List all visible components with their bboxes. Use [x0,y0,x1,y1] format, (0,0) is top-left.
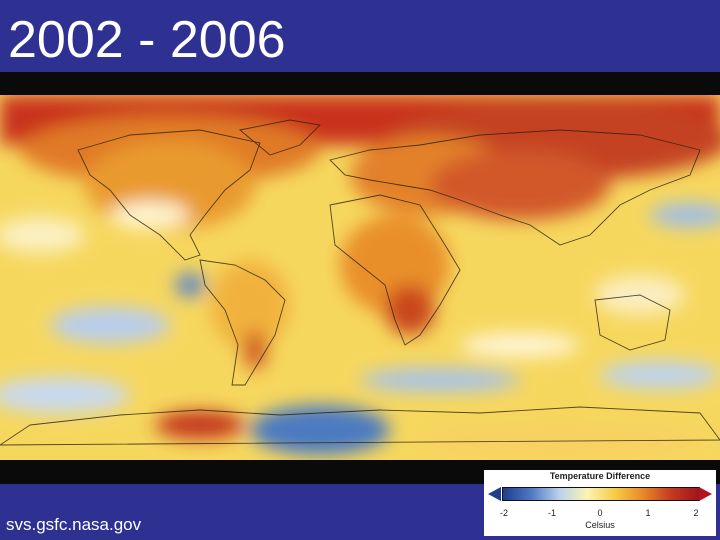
continent-outlines [0,119,720,446]
legend-title: Temperature Difference [549,471,651,481]
greenland-outline [238,119,321,156]
legend-unit: Celsius [585,520,615,530]
legend-min-arrow-icon [488,487,501,501]
legend-tick: -1 [547,508,557,518]
temperature-anomaly-map [0,95,720,460]
source-credit: svs.gsfc.nasa.gov [6,515,142,534]
africa-outline [329,194,461,346]
north-america-outline [77,129,261,261]
legend-tick: 2 [693,508,699,518]
antarctica-outline [0,406,720,446]
legend-max-arrow-icon [699,487,712,501]
australia-outline [594,294,671,351]
legend-tick: 0 [597,508,603,518]
eurasia-outline [329,129,701,246]
legend-tick: -2 [499,508,509,518]
legend-tick: 1 [645,508,651,518]
legend-color-bar [502,487,700,501]
color-legend: Temperature Difference -2 -1 0 1 2 Celsi… [484,470,716,536]
anomaly-field [0,95,720,460]
south-america-outline [199,259,286,386]
world-map-graphic [0,95,720,460]
slide-title: 2002 - 2006 [8,11,286,69]
